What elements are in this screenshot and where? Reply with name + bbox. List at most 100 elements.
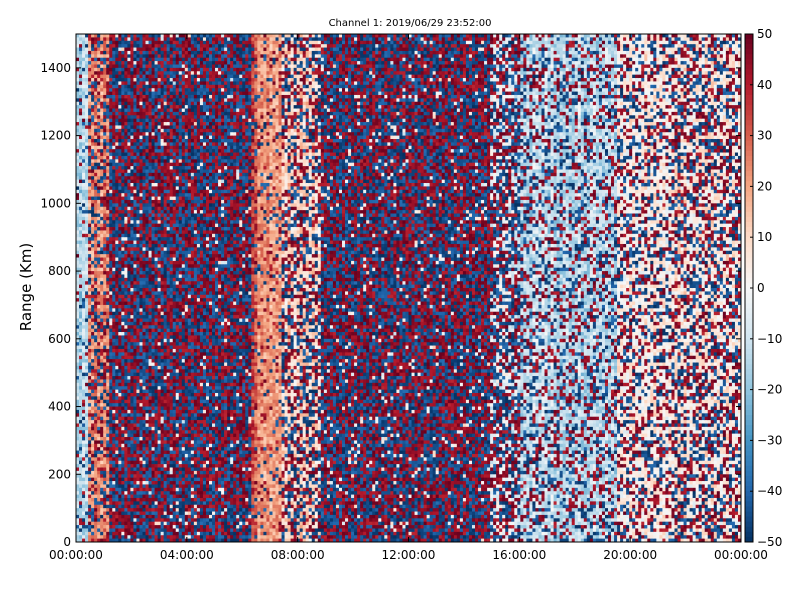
heatmap-cell [91,88,95,92]
heatmap-cell [145,369,149,374]
heatmap-cell [118,254,122,258]
heatmap-cell [118,467,122,472]
heatmap-cell [100,521,104,526]
heatmap-cell [169,399,174,404]
heatmap-cell [106,125,110,130]
heatmap-cell [157,196,161,201]
heatmap-cell [76,359,80,363]
heatmap-cell [97,88,101,92]
heatmap-cell [82,284,86,289]
heatmap-cell [97,186,101,191]
heatmap-cell [76,298,80,302]
heatmap-cell [151,321,155,326]
heatmap-cell [91,227,95,231]
heatmap-cell [118,74,122,79]
heatmap-cell [163,474,168,479]
heatmap-cell [139,40,143,45]
heatmap-cell [97,81,101,86]
heatmap-cell [103,538,107,543]
heatmap-cell [166,447,171,451]
heatmap-cell [118,101,122,106]
heatmap-cell [79,359,83,363]
heatmap-cell [85,162,89,167]
heatmap-cell [139,392,143,397]
heatmap-cell [76,166,80,170]
heatmap-cell [154,220,158,225]
heatmap-cell [145,67,149,72]
heatmap-cell [160,213,165,218]
heatmap-cell [124,71,128,75]
heatmap-cell [91,230,95,235]
heatmap-cell [127,267,131,272]
heatmap-cell [136,528,140,533]
heatmap-cell [115,111,119,116]
heatmap-cell [79,457,83,462]
heatmap-cell [169,227,174,231]
heatmap-cell [148,304,152,309]
heatmap-cell [109,348,113,353]
heatmap-cell [106,34,110,38]
heatmap-cell [94,125,98,130]
heatmap-cell [112,525,116,529]
heatmap-cell [151,511,155,516]
heatmap-cell [88,348,92,353]
heatmap-cell [145,304,149,309]
heatmap-cell [85,359,89,363]
heatmap-cell [130,81,134,86]
heatmap-cell [124,111,128,116]
heatmap-cell [112,416,116,421]
heatmap-cell [124,362,128,367]
heatmap-cell [160,301,165,306]
heatmap-cell [130,166,134,170]
heatmap-cell [136,355,140,360]
heatmap-cell [91,135,95,140]
heatmap-cell [82,470,86,475]
heatmap-cell [151,37,155,42]
heatmap-cell [148,284,152,289]
heatmap-cell [121,34,125,38]
heatmap-cell [163,484,168,489]
heatmap-cell [148,325,152,329]
heatmap-cell [121,315,125,319]
heatmap-cell [82,210,86,214]
heatmap-cell [172,88,177,92]
heatmap-cell [124,257,128,262]
heatmap-cell [94,98,98,103]
heatmap-cell [76,335,80,340]
heatmap-cell [76,538,80,543]
heatmap-cell [109,37,113,42]
heatmap-cell [106,362,110,367]
heatmap-cell [169,271,174,275]
heatmap-cell [112,335,116,340]
heatmap-cell [112,315,116,319]
heatmap-cell [169,294,174,299]
heatmap-cell [130,74,134,79]
heatmap-cell [106,409,110,414]
heatmap-cell [145,138,149,143]
heatmap-cell [124,474,128,479]
heatmap-cell [133,125,137,130]
heatmap-cell [127,34,131,38]
heatmap-cell [88,247,92,252]
heatmap-cell [160,240,165,245]
heatmap-cell [136,111,140,116]
heatmap-cell [100,220,104,225]
heatmap-cell [163,355,168,360]
heatmap-cell [172,108,177,113]
heatmap-cell [154,61,158,65]
heatmap-cell [118,298,122,302]
heatmap-cell [172,159,177,164]
heatmap-cell [160,145,165,150]
heatmap-cell [82,437,86,441]
heatmap-cell [136,491,140,495]
heatmap-cell [145,159,149,164]
heatmap-cell [88,392,92,397]
heatmap-cell [100,352,104,357]
heatmap-cell [133,108,137,113]
heatmap-cell [133,315,137,319]
heatmap-cell [145,315,149,319]
heatmap-cell [88,332,92,336]
heatmap-cell [94,37,98,42]
heatmap-cell [118,518,122,523]
heatmap-cell [88,450,92,455]
